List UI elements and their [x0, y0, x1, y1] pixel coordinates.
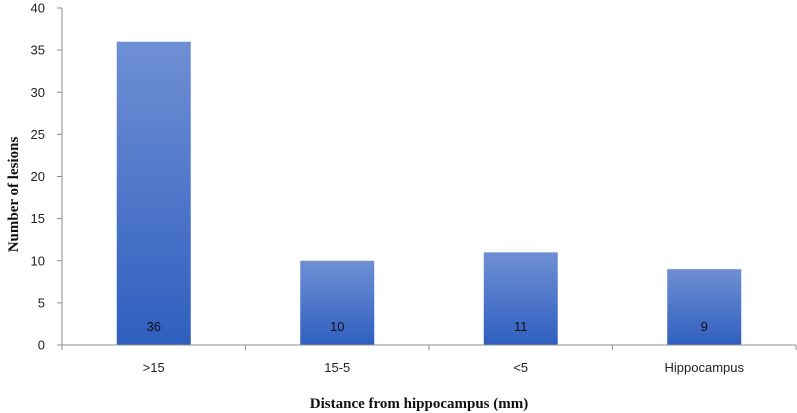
data-label: 10	[330, 319, 344, 334]
data-labels: 36 10 11 9	[147, 319, 708, 334]
y-axis-ticks: 0 5 10 15 20 25 30 35 40	[31, 1, 62, 353]
x-tick-label: >15	[143, 360, 165, 375]
bar	[483, 252, 558, 345]
data-label: 11	[514, 319, 528, 334]
y-tick-label: 35	[31, 43, 45, 58]
bar	[116, 41, 191, 345]
y-axis-title: Number of lesions	[6, 137, 22, 253]
bar	[300, 260, 375, 345]
y-tick-label: 0	[38, 338, 45, 353]
bars	[116, 41, 742, 345]
y-tick-label: 40	[31, 1, 45, 16]
y-tick-label: 25	[31, 127, 45, 142]
data-label: 36	[147, 319, 161, 334]
y-tick-label: 20	[31, 169, 45, 184]
x-tick-label: 15-5	[324, 360, 350, 375]
data-label: 9	[701, 319, 708, 334]
x-axis-title: Distance from hippocampus (mm)	[310, 396, 528, 412]
x-tick-label: <5	[513, 360, 528, 375]
y-tick-label: 30	[31, 85, 45, 100]
x-tick-label: Hippocampus	[665, 360, 745, 375]
bar	[667, 269, 742, 345]
x-axis-ticks: >15 15-5 <5 Hippocampus	[61, 345, 797, 375]
y-tick-label: 5	[38, 295, 45, 310]
y-tick-label: 10	[31, 253, 45, 268]
y-tick-label: 15	[31, 211, 45, 226]
